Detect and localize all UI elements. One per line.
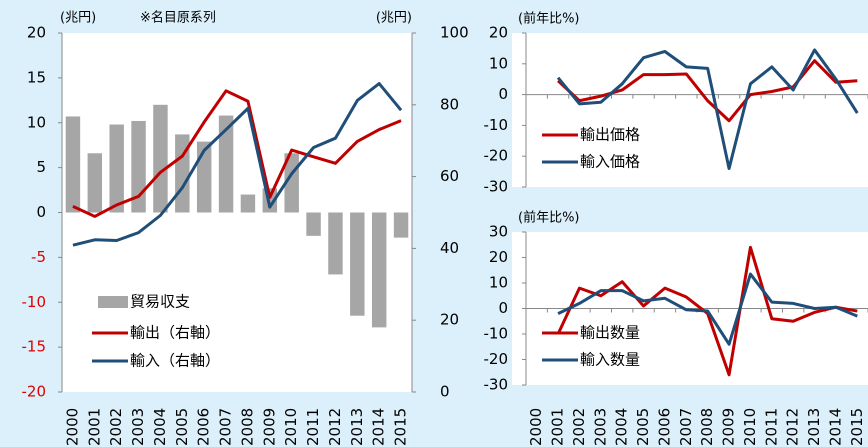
y-tick-label: -20 xyxy=(484,350,509,368)
y-tick-label: 20 xyxy=(489,248,508,266)
note: ※名目原系列 xyxy=(140,10,216,26)
legend-swatch xyxy=(98,296,128,308)
y2-tick-label: 80 xyxy=(440,95,459,113)
y-tick-label: 10 xyxy=(489,54,508,72)
x-tick-label: 2011 xyxy=(762,408,780,446)
x-tick-label: 2010 xyxy=(741,408,759,446)
x-tick-label: 2008 xyxy=(698,408,716,446)
y-tick-label: 15 xyxy=(27,68,46,86)
x-tick-label: 2009 xyxy=(260,408,278,446)
y-tick-label: -30 xyxy=(484,376,509,394)
y-tick-label: -10 xyxy=(484,116,509,134)
bar xyxy=(218,115,234,213)
x-tick-label: 2011 xyxy=(304,408,322,446)
bar xyxy=(350,212,365,316)
line xyxy=(72,89,402,218)
y-axis-label: (前年比%) xyxy=(518,11,580,27)
x-tick-label: 2015 xyxy=(848,408,866,446)
y-tick-label: 10 xyxy=(27,113,46,131)
legend-label: 貿易収支 xyxy=(130,293,190,311)
y-tick-label: -20 xyxy=(484,147,509,165)
x-tick-label: 2006 xyxy=(655,408,673,446)
y-tick-label: -5 xyxy=(31,248,46,266)
y-tick-label: 0 xyxy=(498,299,508,317)
x-tick-label: 2003 xyxy=(129,408,147,446)
bar xyxy=(306,212,321,236)
x-tick-label: 2002 xyxy=(107,408,125,446)
y2-tick-label: 100 xyxy=(440,24,469,42)
y2-tick-label: 60 xyxy=(440,167,459,185)
x-tick-label: 2007 xyxy=(217,408,235,446)
x-tick-label: 2002 xyxy=(570,408,588,446)
y-tick-label: -20 xyxy=(22,383,47,401)
line xyxy=(557,59,858,123)
y-tick-label: 30 xyxy=(489,223,508,241)
y2-axis-label: (兆円) xyxy=(376,11,412,26)
x-tick-label: 2012 xyxy=(326,408,344,446)
x-tick-label: 2001 xyxy=(549,408,567,446)
x-tick-label: 2000 xyxy=(63,408,81,446)
x-tick-label: 2013 xyxy=(805,408,823,446)
bar xyxy=(371,212,387,328)
y-tick-label: 10 xyxy=(489,274,508,292)
y-tick-label: 5 xyxy=(36,158,46,176)
x-tick-label: 2014 xyxy=(826,408,844,446)
y-tick-label: 0 xyxy=(36,203,46,221)
x-tick-label: 2003 xyxy=(591,408,609,446)
y-tick-label: 20 xyxy=(27,24,46,42)
bar xyxy=(393,212,409,238)
x-tick-label: 2004 xyxy=(151,408,169,446)
legend-label: 輸出数量 xyxy=(580,324,640,342)
y-tick-label: 20 xyxy=(489,24,508,42)
line xyxy=(556,48,859,171)
y-tick-label: -15 xyxy=(22,338,47,356)
bar xyxy=(328,212,343,275)
x-tick-label: 2008 xyxy=(238,408,256,446)
x-tick-label: 2005 xyxy=(173,408,191,446)
y-tick-label: -10 xyxy=(484,325,509,343)
y-tick-label: -30 xyxy=(484,178,509,196)
x-tick-label: 2005 xyxy=(634,408,652,446)
plot-area xyxy=(512,33,868,187)
bar xyxy=(87,153,103,213)
x-tick-label: 2013 xyxy=(348,408,366,446)
y-tick-label: -10 xyxy=(22,293,47,311)
x-tick-label: 2010 xyxy=(282,408,300,446)
x-tick-label: 2000 xyxy=(527,408,545,446)
y-axis-label: (前年比%) xyxy=(518,210,580,226)
bar xyxy=(131,120,146,213)
line xyxy=(72,82,403,247)
legend-label: 輸入（右軸） xyxy=(130,352,220,370)
x-tick-label: 2004 xyxy=(613,408,631,446)
y-tick-label: 0 xyxy=(498,85,508,103)
bar xyxy=(240,194,256,213)
y-axis-label: (兆円) xyxy=(60,11,96,26)
legend-label: 輸入数量 xyxy=(580,351,640,369)
bar xyxy=(65,116,81,213)
legend-label: 輸入価格 xyxy=(580,153,640,171)
x-tick-label: 2015 xyxy=(392,408,410,446)
y2-tick-label: 0 xyxy=(440,383,450,401)
y2-tick-label: 40 xyxy=(440,239,459,257)
x-tick-label: 2014 xyxy=(370,408,388,446)
x-tick-label: 2012 xyxy=(784,408,802,446)
bar xyxy=(109,124,124,213)
x-tick-label: 2001 xyxy=(85,408,103,446)
x-tick-label: 2007 xyxy=(677,408,695,446)
y2-tick-label: 20 xyxy=(440,311,459,329)
x-tick-label: 2009 xyxy=(720,408,738,446)
x-tick-label: 2006 xyxy=(195,408,213,446)
legend-label: 輸出価格 xyxy=(580,126,640,144)
legend-label: 輸出（右軸） xyxy=(130,324,220,342)
bar xyxy=(153,104,168,213)
line xyxy=(557,272,858,346)
